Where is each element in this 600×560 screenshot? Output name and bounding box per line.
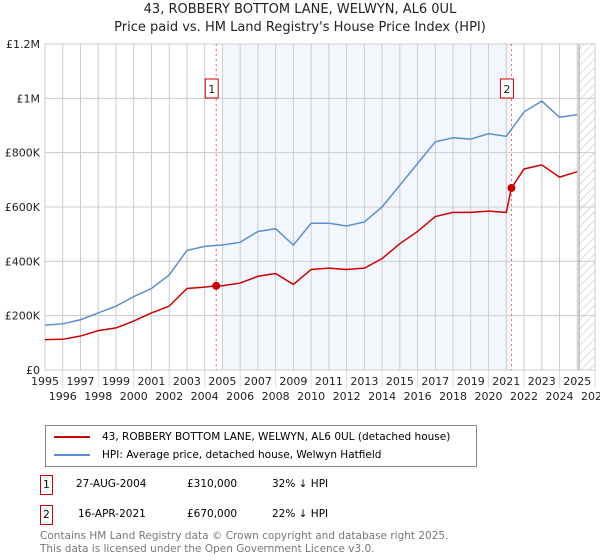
- chart: 1995 1996 1997 1998 1999 2000 2001 2002 2003 2004…: [5, 38, 600, 403]
- x-tick-label: 1997: [66, 375, 94, 388]
- x-tick-label: 2001: [137, 375, 165, 388]
- marker-badge: 2: [40, 505, 53, 525]
- marker-badge: 1: [40, 475, 53, 495]
- y-tick-label: £400K: [5, 255, 41, 268]
- y-tick-label: £1M: [17, 92, 41, 105]
- price: £310,000: [187, 478, 238, 490]
- y-tick-label: £600K: [5, 201, 41, 214]
- x-tick-label: 2008: [262, 390, 290, 403]
- y-tick-label: £200K: [5, 310, 41, 323]
- hpi-diff: 22% ↓ HPI: [272, 508, 329, 520]
- x-tick-label: 2014: [368, 390, 396, 403]
- sale-marker-box: [499, 78, 514, 99]
- x-tick-label: 2021: [492, 375, 520, 388]
- x-tick-label: 1999: [102, 375, 130, 388]
- price: £670,000: [187, 508, 238, 520]
- series-line: [44, 100, 578, 326]
- x-tick-label: 2022: [510, 390, 538, 403]
- hpi-diff: 32% ↓ HPI: [272, 478, 329, 490]
- sale-marker-label: 1: [208, 83, 215, 96]
- x-tick-label: 2012: [333, 390, 361, 403]
- sale-point: [212, 281, 221, 290]
- x-tick-label: 2005: [208, 375, 236, 388]
- x-tick-label: 2009: [279, 375, 307, 388]
- y-tick-label: £1.2M: [6, 38, 40, 51]
- x-tick-label: 2024: [546, 390, 574, 403]
- legend-item-hpi: HPI: Average price, detached house, Welw…: [54, 447, 381, 463]
- x-tick-label: 2016: [404, 390, 432, 403]
- x-tick-label: 2023: [528, 375, 556, 388]
- x-tick-label: 1998: [84, 390, 112, 403]
- footer-line: This data is licensed under the Open Gov…: [40, 543, 375, 555]
- sale-marker-label: 2: [503, 83, 510, 96]
- x-tick-label: 1995: [31, 375, 59, 388]
- chart-subtitle: Price paid vs. HM Land Registry's House …: [114, 20, 486, 35]
- x-tick-label: 2007: [244, 375, 272, 388]
- x-tick-label: 1996: [49, 390, 77, 403]
- x-tick-label: 2026: [581, 390, 600, 403]
- x-tick-label: 2003: [173, 375, 201, 388]
- x-tick-label: 2018: [439, 390, 467, 403]
- legend: 43, ROBBERY BOTTOM LANE, WELWYN, AL6 0UL…: [45, 425, 477, 467]
- plot-frame: [44, 43, 596, 371]
- x-tick-label: 2000: [120, 390, 148, 403]
- y-tick-label: £800K: [5, 147, 41, 160]
- legend-label: HPI: Average price, detached house, Welw…: [102, 449, 382, 461]
- x-tick-label: 2010: [297, 390, 325, 403]
- x-tick-label: 2020: [475, 390, 503, 403]
- x-tick-label: 2011: [315, 375, 343, 388]
- sale-point: [507, 183, 516, 192]
- x-tick-label: 2006: [226, 390, 254, 403]
- date: 27-AUG-2004: [76, 478, 147, 490]
- footer-line: Contains HM Land Registry data © Crown c…: [40, 530, 449, 542]
- x-tick-label: 2017: [421, 375, 449, 388]
- y-tick-label: £0: [26, 364, 40, 377]
- date: 16-APR-2021: [78, 508, 146, 520]
- x-tick-label: 2004: [191, 390, 219, 403]
- legend-item-property: 43, ROBBERY BOTTOM LANE, WELWYN, AL6 0UL…: [54, 429, 450, 445]
- legend-label: 43, ROBBERY BOTTOM LANE, WELWYN, AL6 0UL…: [102, 431, 451, 443]
- x-tick-label: 2002: [155, 390, 183, 403]
- chart-title: 43, ROBBERY BOTTOM LANE, WELWYN, AL6 0UL: [143, 2, 457, 17]
- series-line: [44, 164, 578, 341]
- x-tick-label: 2013: [350, 375, 378, 388]
- footer: Contains HM Land Registry data © Crown c…: [40, 530, 448, 556]
- sale-marker-box: [204, 78, 219, 99]
- x-tick-label: 2019: [457, 375, 485, 388]
- x-tick-label: 2025: [563, 375, 591, 388]
- x-tick-label: 2015: [386, 375, 414, 388]
